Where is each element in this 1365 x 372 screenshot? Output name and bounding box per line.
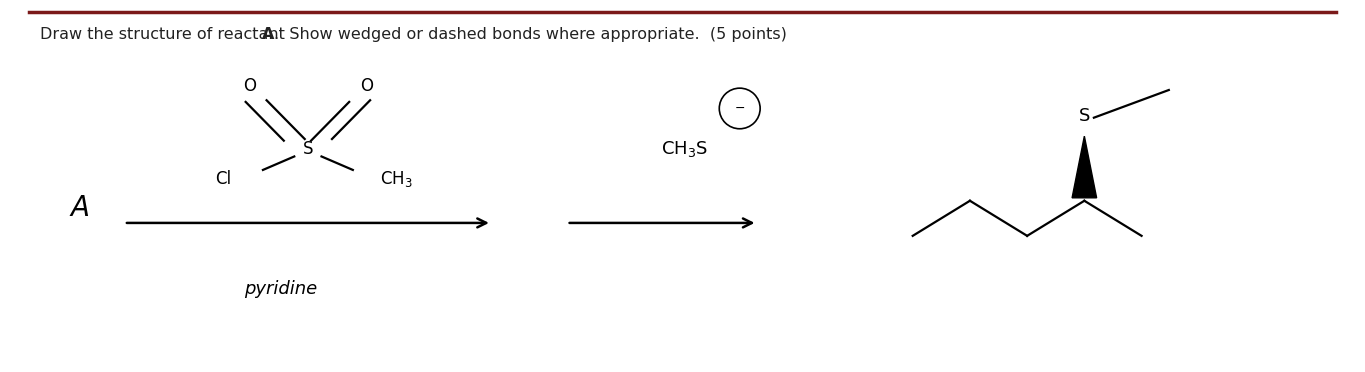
Text: S: S xyxy=(1078,107,1091,125)
Text: A: A xyxy=(71,194,90,222)
Polygon shape xyxy=(1072,136,1096,198)
Text: Cl: Cl xyxy=(216,170,232,188)
Text: .  Show wedged or dashed bonds where appropriate.  (5 points): . Show wedged or dashed bonds where appr… xyxy=(274,27,786,42)
Text: CH$_3$: CH$_3$ xyxy=(379,169,412,189)
Text: A: A xyxy=(262,27,274,42)
Text: pyridine: pyridine xyxy=(244,280,317,298)
Text: O: O xyxy=(243,77,255,95)
Text: Draw the structure of reactant: Draw the structure of reactant xyxy=(40,27,289,42)
Text: O: O xyxy=(360,77,373,95)
Text: −: − xyxy=(734,102,745,115)
Text: CH$_3$S: CH$_3$S xyxy=(661,139,708,159)
Text: S: S xyxy=(303,140,313,158)
